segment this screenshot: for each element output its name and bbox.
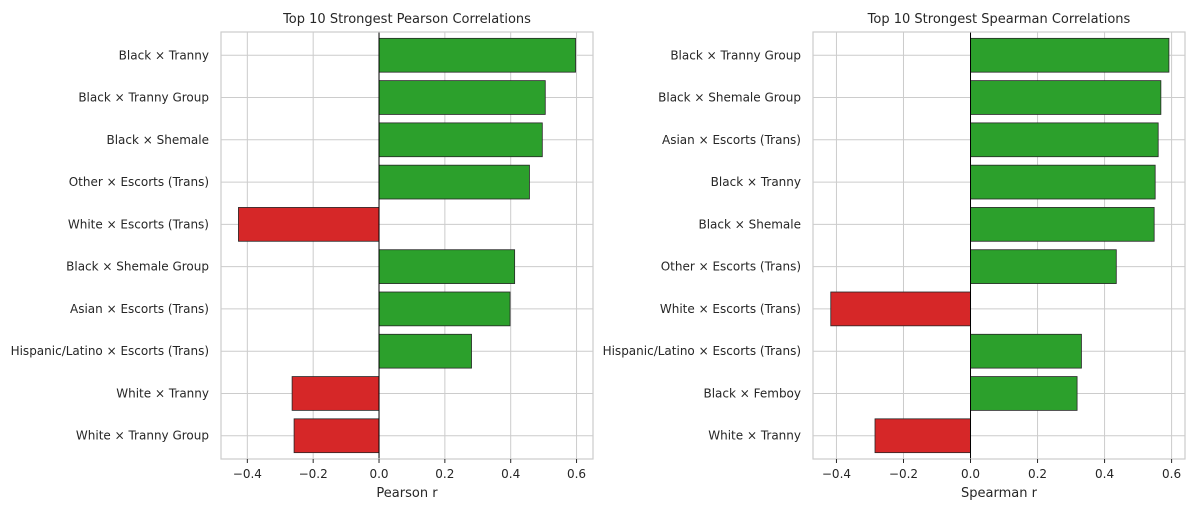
spearman-category-label-7: Hispanic/Latino × Escorts (Trans) (603, 344, 801, 358)
pearson-category-label-8: White × Tranny (116, 386, 209, 400)
spearman-xtick-label-0: −0.4 (822, 467, 851, 481)
spearman-bar-2 (970, 122, 1159, 158)
spearman-category-label-8: Black × Femboy (703, 386, 801, 400)
pearson-xtick-label-1: −0.2 (299, 467, 328, 481)
pearson-xtick-label-3: 0.2 (435, 467, 454, 481)
pearson-category-label-0: Black × Tranny (119, 48, 209, 62)
pearson-xtick-label-0: −0.4 (233, 467, 262, 481)
pearson-category-label-6: Asian × Escorts (Trans) (70, 302, 209, 316)
spearman-category-label-3: Black × Tranny (711, 175, 801, 189)
pearson-bar-8 (291, 376, 380, 411)
spearman-category-label-6: White × Escorts (Trans) (660, 302, 801, 316)
spearman-xtick-label-4: 0.4 (1095, 467, 1114, 481)
pearson-xtick-label-2: 0.0 (369, 467, 388, 481)
spearman-title: Top 10 Strongest Spearman Correlations (867, 12, 1131, 27)
spearman-xtick-label-2: 0.0 (961, 467, 980, 481)
pearson-bar-2 (378, 122, 543, 158)
spearman-frame (812, 31, 1186, 460)
spearman-xtick-label-3: 0.2 (1028, 467, 1047, 481)
pearson-xtick-label-4: 0.4 (501, 467, 520, 481)
pearson-category-label-5: Black × Shemale Group (66, 260, 209, 274)
pearson-title: Top 10 Strongest Pearson Correlations (282, 12, 531, 27)
pearson-frame (220, 31, 594, 460)
pearson-category-label-7: Hispanic/Latino × Escorts (Trans) (11, 344, 209, 358)
spearman-category-label-4: Black × Shemale (698, 217, 801, 231)
pearson-bar-3 (378, 164, 530, 200)
pearson-bar-0 (378, 37, 576, 73)
pearson-xlabel: Pearson r (376, 486, 438, 501)
pearson-category-label-4: White × Escorts (Trans) (68, 217, 209, 231)
spearman-bar-1 (970, 80, 1162, 115)
spearman-category-label-9: White × Tranny (708, 429, 801, 443)
spearman-bar-4 (970, 207, 1155, 242)
spearman-category-label-5: Other × Escorts (Trans) (661, 260, 801, 274)
spearman-xlabel: Spearman r (961, 486, 1038, 501)
spearman-bar-7 (970, 333, 1082, 369)
pearson-bar-7 (378, 333, 472, 369)
pearson-chart: Black × Tranny Black × Tranny Group Black … (11, 12, 594, 501)
spearman-xtick-label-1: −0.2 (889, 467, 918, 481)
pearson-category-label-3: Other × Escorts (Trans) (69, 175, 209, 189)
spearman-chart: Black × Tranny Group Black × Shemale Grou… (603, 12, 1186, 501)
pearson-category-label-1: Black × Tranny Group (78, 91, 209, 105)
pearson-bar-1 (378, 80, 546, 115)
pearson-bar-9 (293, 418, 380, 454)
pearson-category-label-2: Black × Shemale (106, 133, 209, 147)
spearman-bar-9 (874, 418, 971, 454)
spearman-bar-8 (970, 376, 1078, 411)
spearman-category-label-1: Black × Shemale Group (658, 91, 801, 105)
pearson-category-label-9: White × Tranny Group (76, 429, 209, 443)
spearman-category-label-0: Black × Tranny Group (670, 48, 801, 62)
pearson-bar-6 (378, 291, 511, 327)
spearman-bar-5 (970, 249, 1117, 284)
spearman-bar-0 (970, 37, 1170, 73)
pearson-bar-5 (378, 249, 516, 284)
spearman-bar-6 (830, 291, 971, 327)
spearman-xtick-label-5: 0.6 (1162, 467, 1181, 481)
pearson-xtick-label-5: 0.6 (567, 467, 586, 481)
spearman-bar-3 (970, 164, 1156, 200)
spearman-category-label-2: Asian × Escorts (Trans) (662, 133, 801, 147)
pearson-bar-4 (238, 207, 380, 242)
